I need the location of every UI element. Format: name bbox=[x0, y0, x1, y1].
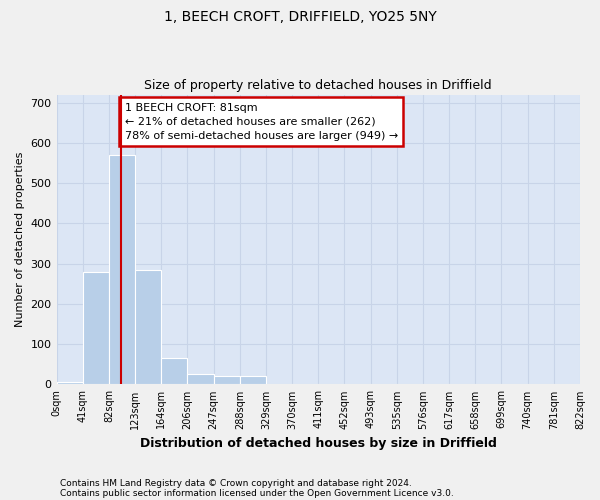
Bar bbox=[214, 376, 240, 384]
Bar bbox=[161, 358, 187, 384]
Title: Size of property relative to detached houses in Driffield: Size of property relative to detached ho… bbox=[145, 79, 492, 92]
Bar bbox=[83, 272, 109, 384]
Bar bbox=[56, 382, 83, 384]
Text: Contains public sector information licensed under the Open Government Licence v3: Contains public sector information licen… bbox=[60, 488, 454, 498]
Text: 1 BEECH CROFT: 81sqm
← 21% of detached houses are smaller (262)
78% of semi-deta: 1 BEECH CROFT: 81sqm ← 21% of detached h… bbox=[125, 102, 398, 141]
Bar bbox=[187, 374, 214, 384]
Bar bbox=[135, 270, 161, 384]
X-axis label: Distribution of detached houses by size in Driffield: Distribution of detached houses by size … bbox=[140, 437, 497, 450]
Bar bbox=[109, 155, 135, 384]
Bar bbox=[240, 376, 266, 384]
Text: 1, BEECH CROFT, DRIFFIELD, YO25 5NY: 1, BEECH CROFT, DRIFFIELD, YO25 5NY bbox=[164, 10, 436, 24]
Y-axis label: Number of detached properties: Number of detached properties bbox=[15, 152, 25, 327]
Text: Contains HM Land Registry data © Crown copyright and database right 2024.: Contains HM Land Registry data © Crown c… bbox=[60, 478, 412, 488]
